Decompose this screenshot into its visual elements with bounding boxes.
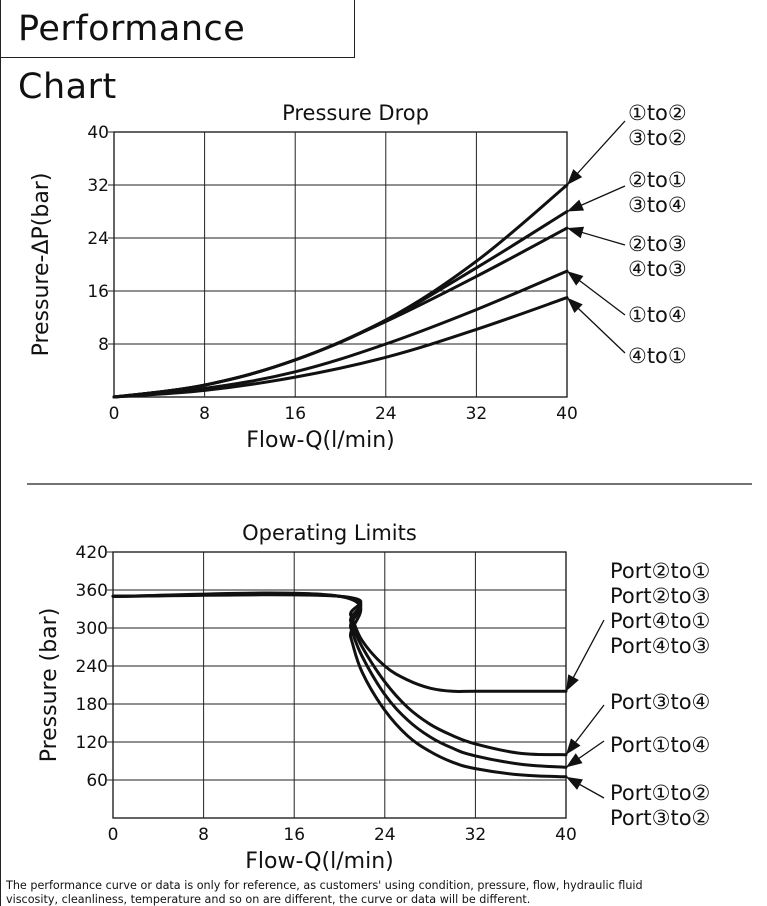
x-tick-label: 16 (284, 404, 306, 424)
legend-arrow-p14-head (567, 271, 584, 286)
y-tick-label: 120 (76, 733, 108, 753)
footnote-line-1: The performance curve or data is only fo… (6, 880, 643, 892)
legend-arrow-l4-head (566, 776, 583, 790)
legend-label-p41: ④to① (628, 344, 687, 368)
y-tick-label: 24 (87, 229, 109, 249)
page-title: Performance Chart (0, 0, 355, 107)
y-tick-label: 240 (76, 657, 108, 677)
y-tick-label: 32 (87, 176, 109, 196)
y-tick-label: 180 (76, 695, 108, 715)
legend-label-l2: Port③to④ (610, 690, 710, 714)
y-tick-label: 360 (76, 581, 108, 601)
y-tick-label: 8 (98, 335, 109, 355)
chart-title: Operating Limits (242, 521, 417, 545)
series-line-3 (112, 226, 569, 399)
x-tick-label: 16 (283, 825, 305, 845)
legend-label-l1: Port④to③ (610, 634, 710, 658)
legend-label-l1: Port②to① (610, 559, 710, 583)
plot-frame (112, 551, 567, 819)
x-tick-label: 32 (466, 404, 488, 424)
legend-label-p23: ②to③ (628, 232, 687, 256)
x-tick-label: 0 (109, 404, 120, 424)
series-line-1 (111, 593, 568, 694)
y-tick-label: 40 (87, 123, 109, 143)
x-tick-label: 40 (555, 825, 577, 845)
x-tick-label: 8 (199, 404, 210, 424)
x-tick-label: 32 (465, 825, 487, 845)
chart-title: Pressure Drop (282, 101, 429, 125)
legend-label-l4: Port①to② (610, 781, 710, 805)
legend-label-l1: Port②to③ (610, 584, 710, 608)
legend-arrow-l3-head (566, 753, 583, 768)
legend-label-p12: ①to② (628, 101, 687, 125)
series-line-5 (112, 296, 569, 399)
series-line-3 (111, 592, 568, 769)
y-tick-label: 300 (76, 619, 108, 639)
x-tick-label: 40 (556, 404, 578, 424)
legend-label-p14: ①to④ (628, 303, 687, 327)
legend-arrow-l1-head (566, 674, 579, 692)
y-axis-label: Pressure (bar) (37, 608, 62, 763)
y-axis-label: Pressure-ΔP(bar) (29, 173, 54, 357)
footnote-line-2: viscosity, cleanliness, temperature and … (6, 894, 531, 906)
legend-label-p23: ④to③ (628, 257, 687, 281)
legend-label-l1: Port④to① (610, 609, 710, 633)
x-tick-label: 0 (108, 825, 119, 845)
y-tick-label: 16 (87, 282, 109, 302)
legend-arrow-p41-head (567, 297, 583, 314)
legend-label-p21: ②to① (628, 168, 687, 192)
x-tick-label: 8 (198, 825, 209, 845)
operating-limits-chart: 0 8 16 24 32 40 60 120 180 240 300 360 420 Operating … (37, 521, 710, 874)
legend-arrow-p12-head (567, 169, 583, 185)
plot-frame (113, 131, 568, 398)
x-tick-label: 24 (374, 825, 396, 845)
legend-label-l3: Port①to④ (610, 733, 710, 757)
y-tick-label: 420 (76, 543, 108, 563)
series-line-2 (111, 592, 568, 757)
legend-label-l4: Port③to② (610, 806, 710, 830)
series-line-4 (112, 269, 569, 399)
x-axis-label: Flow-Q(l/min) (245, 849, 393, 874)
x-tick-label: 24 (375, 404, 397, 424)
x-axis-label: Flow-Q(l/min) (246, 428, 394, 453)
y-tick-label: 60 (86, 771, 108, 791)
legend-arrow-p21-head (567, 199, 585, 212)
series-line-4 (111, 591, 568, 779)
pressure-drop-chart: 0 8 16 24 32 40 8 16 24 32 40 Pressure Drop Flow-Q(l… (29, 101, 687, 453)
legend-label-p12: ③to② (628, 126, 687, 150)
legend-arrow-p23-head (567, 226, 585, 239)
legend-label-p21: ③to④ (628, 193, 687, 217)
legend-arrow-l2-head (566, 738, 581, 755)
